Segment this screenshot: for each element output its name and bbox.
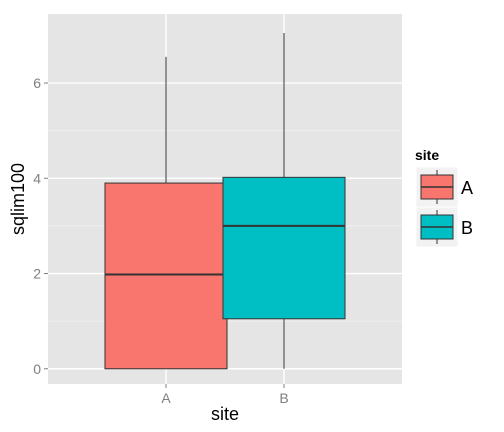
legend-item-b: B: [415, 206, 473, 248]
legend: site AB: [415, 147, 473, 248]
legend-label: A: [461, 178, 473, 198]
box-body: [222, 176, 346, 320]
legend-title: site: [415, 147, 439, 163]
x-tick-label: A: [161, 390, 171, 406]
box-body: [104, 182, 228, 370]
y-tick-label: 0: [33, 361, 41, 377]
y-axis-title: sqlim100: [8, 163, 28, 235]
box-b: [222, 33, 346, 369]
x-tick-label: B: [279, 390, 288, 406]
y-axis: 0 2 4 6: [33, 75, 48, 377]
legend-label: B: [461, 218, 473, 238]
y-tick-label: 6: [33, 75, 41, 91]
box-a: [104, 56, 228, 370]
x-axis-title: site: [211, 404, 239, 424]
legend-item-a: A: [415, 166, 473, 208]
y-tick-label: 4: [33, 170, 41, 186]
boxes-layer: [104, 33, 346, 370]
y-tick-label: 2: [33, 266, 41, 282]
